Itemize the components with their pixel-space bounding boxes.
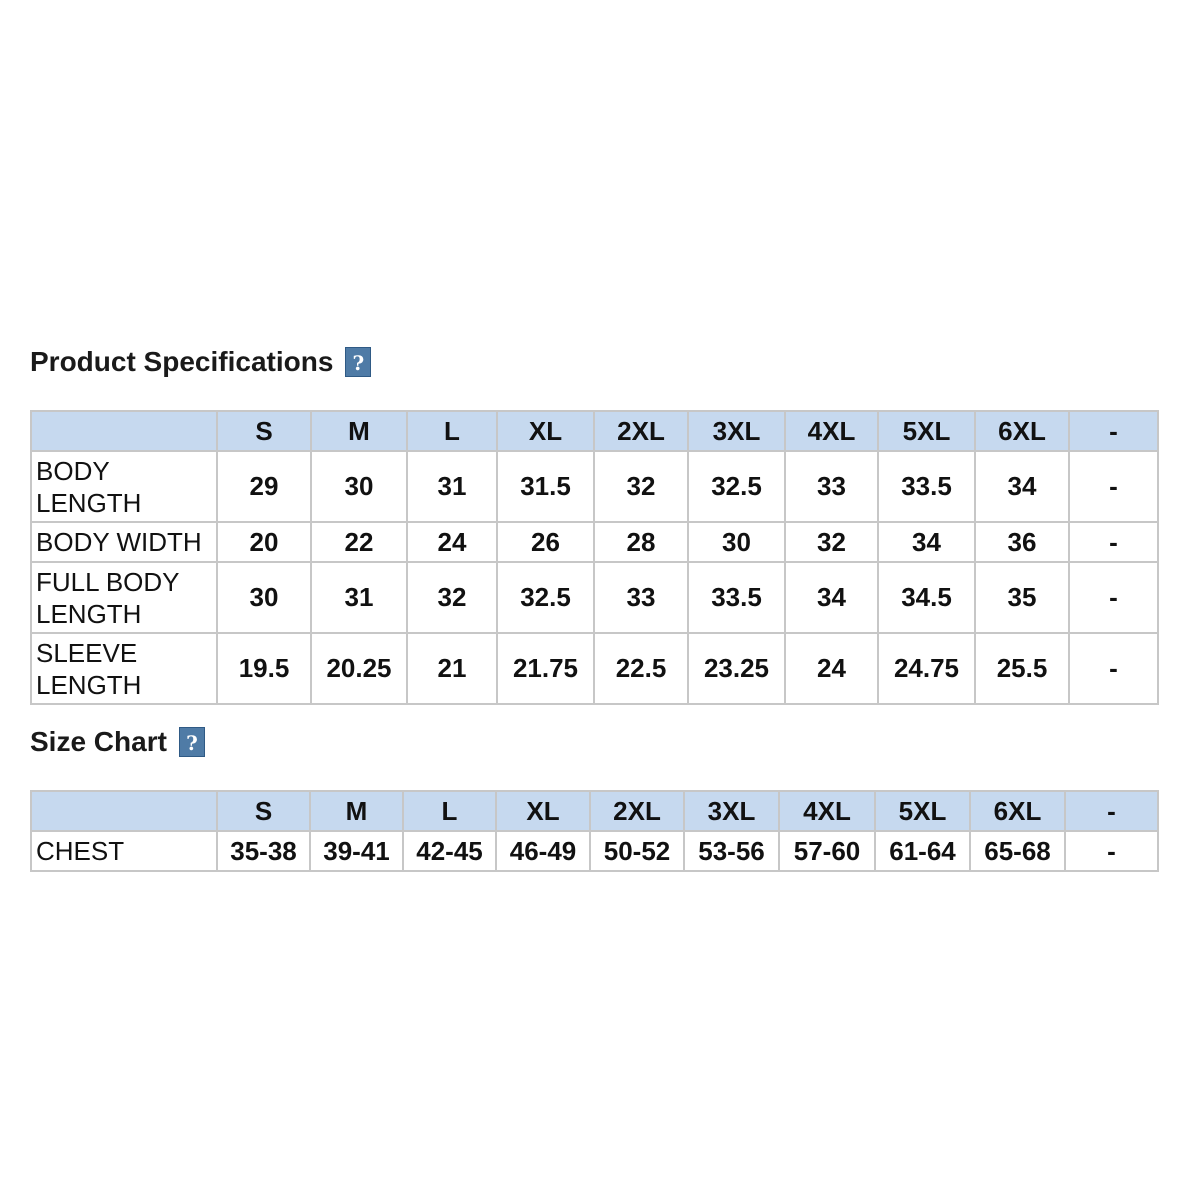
table-cell: 21 bbox=[406, 632, 498, 705]
column-header: L bbox=[402, 790, 497, 832]
table-cell: - bbox=[1068, 450, 1159, 523]
row-label-line: FULL BODY bbox=[36, 566, 180, 597]
table-cell: 29 bbox=[216, 450, 312, 523]
table-cell: 24 bbox=[784, 632, 879, 705]
table-cell: 34 bbox=[877, 521, 976, 563]
table-cell: 32 bbox=[406, 561, 498, 634]
column-header: M bbox=[310, 410, 408, 452]
column-header: 5XL bbox=[877, 410, 976, 452]
table-cell: - bbox=[1068, 561, 1159, 634]
table-cell: 32.5 bbox=[496, 561, 595, 634]
table-cell: 34.5 bbox=[877, 561, 976, 634]
row-label-line: LENGTH bbox=[36, 669, 142, 700]
table-row: FULL BODY LENGTH 30 31 32 32.5 33 33.5 3… bbox=[30, 561, 1159, 634]
column-header: S bbox=[216, 410, 312, 452]
column-header: 2XL bbox=[593, 410, 689, 452]
table-cell: 46-49 bbox=[495, 830, 591, 872]
column-header: 6XL bbox=[974, 410, 1070, 452]
product-specifications-table: S M L XL 2XL 3XL 4XL 5XL 6XL - BODY LENG… bbox=[30, 410, 1159, 705]
table-cell: 23.25 bbox=[687, 632, 786, 705]
table-cell: 33.5 bbox=[877, 450, 976, 523]
table-cell: 28 bbox=[593, 521, 689, 563]
table-cell: 19.5 bbox=[216, 632, 312, 705]
table-header-row: S M L XL 2XL 3XL 4XL 5XL 6XL - bbox=[30, 410, 1159, 452]
table-cell: 35-38 bbox=[216, 830, 311, 872]
column-header: 3XL bbox=[687, 410, 786, 452]
table-cell: 57-60 bbox=[778, 830, 876, 872]
table-cell: 22.5 bbox=[593, 632, 689, 705]
table-cell: 34 bbox=[784, 561, 879, 634]
table-cell: 33 bbox=[593, 561, 689, 634]
help-icon[interactable]: ? bbox=[345, 347, 372, 377]
header-corner-cell bbox=[30, 790, 218, 832]
table-row: BODY LENGTH 29 30 31 31.5 32 32.5 33 33.… bbox=[30, 450, 1159, 523]
column-header: M bbox=[309, 790, 404, 832]
table-cell: 53-56 bbox=[683, 830, 780, 872]
table-cell: 42-45 bbox=[402, 830, 497, 872]
table-cell: 25.5 bbox=[974, 632, 1070, 705]
table-row: BODY WIDTH 20 22 24 26 28 30 32 34 36 - bbox=[30, 521, 1159, 563]
header-corner-cell bbox=[30, 410, 218, 452]
row-label: BODY LENGTH bbox=[30, 450, 218, 523]
table-row: CHEST 35-38 39-41 42-45 46-49 50-52 53-5… bbox=[30, 830, 1159, 872]
row-label-line: SLEEVE bbox=[36, 637, 138, 668]
table-cell: 20.25 bbox=[310, 632, 408, 705]
column-header: - bbox=[1064, 790, 1159, 832]
table-cell: 24 bbox=[406, 521, 498, 563]
size-chart-title: Size Chart bbox=[30, 726, 167, 757]
column-header: 6XL bbox=[969, 790, 1066, 832]
column-header: 2XL bbox=[589, 790, 685, 832]
column-header: 4XL bbox=[784, 410, 879, 452]
table-cell: 33 bbox=[784, 450, 879, 523]
row-label: SLEEVE LENGTH bbox=[30, 632, 218, 705]
table-cell: 50-52 bbox=[589, 830, 685, 872]
table-cell: 31 bbox=[406, 450, 498, 523]
table-cell: 31 bbox=[310, 561, 408, 634]
table-cell: 36 bbox=[974, 521, 1070, 563]
table-cell: - bbox=[1068, 632, 1159, 705]
row-label: CHEST bbox=[30, 830, 218, 872]
row-label-line: BODY WIDTH bbox=[36, 527, 202, 557]
column-header: 4XL bbox=[778, 790, 876, 832]
size-chart-heading: Size Chart ? bbox=[30, 726, 205, 758]
table-cell: 31.5 bbox=[496, 450, 595, 523]
table-cell: 33.5 bbox=[687, 561, 786, 634]
column-header: 5XL bbox=[874, 790, 971, 832]
table-cell: 32 bbox=[784, 521, 879, 563]
table-cell: 24.75 bbox=[877, 632, 976, 705]
table-cell: 30 bbox=[310, 450, 408, 523]
row-label: BODY WIDTH bbox=[30, 521, 218, 563]
product-specifications-heading: Product Specifications ? bbox=[30, 346, 372, 378]
table-cell: 22 bbox=[310, 521, 408, 563]
table-cell: 34 bbox=[974, 450, 1070, 523]
table-cell: 35 bbox=[974, 561, 1070, 634]
table-cell: 21.75 bbox=[496, 632, 595, 705]
column-header: XL bbox=[495, 790, 591, 832]
table-cell: - bbox=[1064, 830, 1159, 872]
column-header: L bbox=[406, 410, 498, 452]
table-cell: 26 bbox=[496, 521, 595, 563]
table-cell: 65-68 bbox=[969, 830, 1066, 872]
table-cell: 30 bbox=[216, 561, 312, 634]
column-header: XL bbox=[496, 410, 595, 452]
row-label-line: LENGTH bbox=[36, 598, 142, 629]
row-label: FULL BODY LENGTH bbox=[30, 561, 218, 634]
table-cell: - bbox=[1068, 521, 1159, 563]
row-label-line: BODY bbox=[36, 455, 110, 486]
column-header: S bbox=[216, 790, 311, 832]
product-specifications-title: Product Specifications bbox=[30, 346, 334, 377]
table-row: SLEEVE LENGTH 19.5 20.25 21 21.75 22.5 2… bbox=[30, 632, 1159, 705]
table-cell: 61-64 bbox=[874, 830, 971, 872]
table-cell: 39-41 bbox=[309, 830, 404, 872]
column-header: 3XL bbox=[683, 790, 780, 832]
table-cell: 32.5 bbox=[687, 450, 786, 523]
column-header: - bbox=[1068, 410, 1159, 452]
table-cell: 20 bbox=[216, 521, 312, 563]
table-cell: 30 bbox=[687, 521, 786, 563]
table-cell: 32 bbox=[593, 450, 689, 523]
row-label-line: LENGTH bbox=[36, 487, 142, 518]
table-header-row: S M L XL 2XL 3XL 4XL 5XL 6XL - bbox=[30, 790, 1159, 832]
help-icon[interactable]: ? bbox=[178, 727, 205, 757]
size-chart-table: S M L XL 2XL 3XL 4XL 5XL 6XL - CHEST 35-… bbox=[30, 790, 1159, 872]
